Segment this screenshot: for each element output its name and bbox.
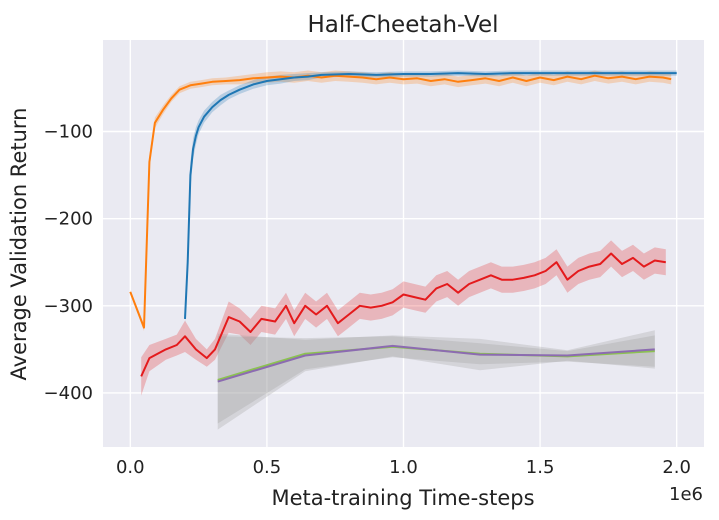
- x-tick-label: 0.5: [253, 457, 282, 478]
- red-confidence-band: [141, 240, 666, 396]
- red-series-line: [140, 252, 666, 377]
- blue-series-line: [184, 72, 677, 319]
- y-tick-label: −200: [44, 209, 93, 230]
- x-tick-label: 1.0: [389, 457, 418, 478]
- x-tick-label: 1.5: [526, 457, 555, 478]
- y-tick-label: −400: [44, 383, 93, 404]
- purple-series-line: [217, 344, 655, 383]
- x-tick-label: 0.0: [116, 457, 145, 478]
- x-tick-label: 2.0: [662, 457, 691, 478]
- y-tick-label: −300: [44, 296, 93, 317]
- chart-title: Half-Cheetah-Vel: [308, 12, 499, 38]
- y-axis-label: Average Validation Return: [7, 108, 31, 381]
- y-tick-label: −100: [44, 122, 93, 143]
- x-axis-label: Meta-training Time-steps: [271, 486, 534, 510]
- green-confidence-band: [217, 335, 655, 424]
- orange-series-line: [129, 74, 672, 329]
- x-offset-label: 1e6: [669, 484, 703, 505]
- blue-confidence-band: [185, 70, 677, 324]
